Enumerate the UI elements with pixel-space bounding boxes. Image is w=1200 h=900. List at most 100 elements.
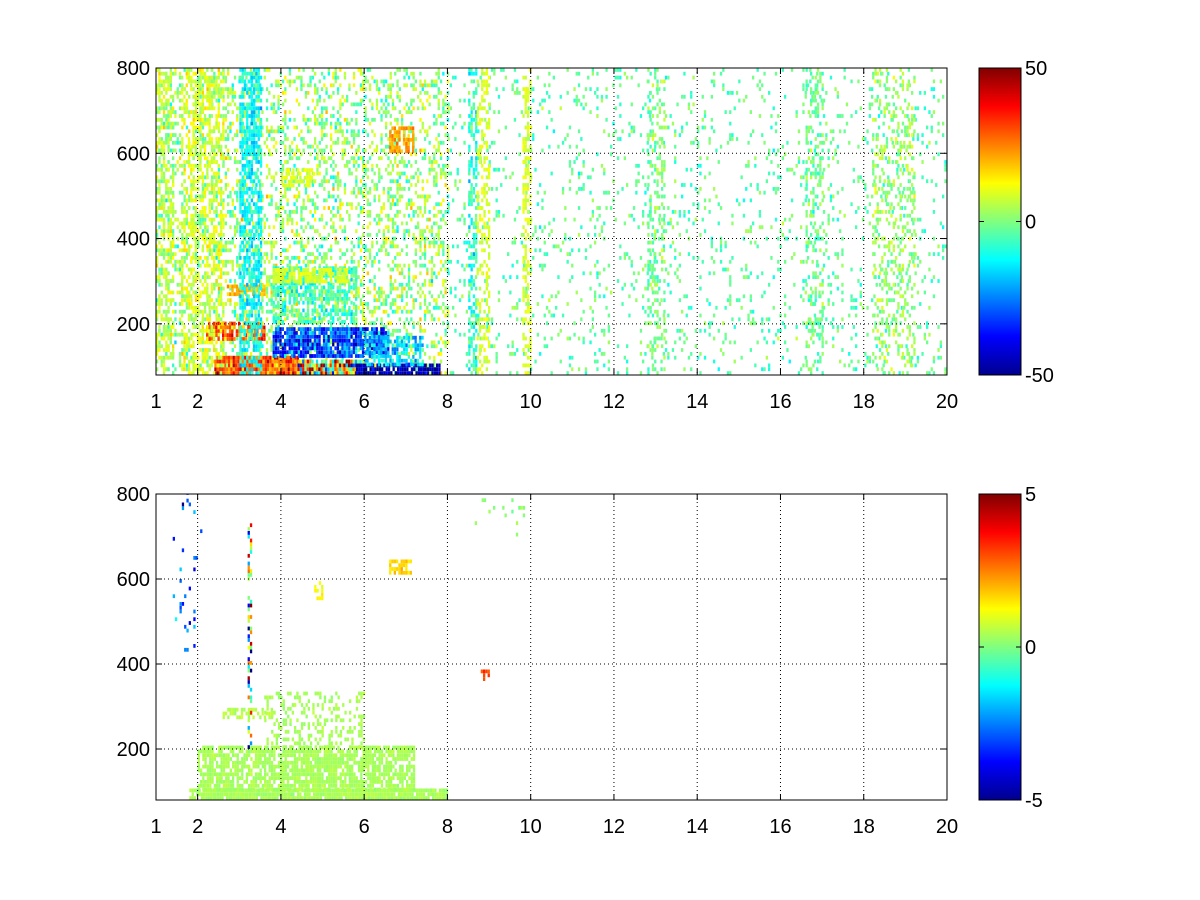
heatmap-cell — [229, 102, 232, 107]
heatmap-cell — [339, 321, 342, 326]
heatmap-cell — [306, 271, 310, 276]
heatmap-cell — [201, 217, 205, 222]
heatmap-cell — [387, 213, 390, 218]
heatmap-cell — [313, 279, 317, 284]
heatmap-cell — [423, 202, 427, 207]
heatmap-cell — [378, 91, 381, 95]
heatmap-cell — [396, 183, 399, 187]
heatmap-cell — [419, 129, 422, 134]
heatmap-cell — [293, 308, 296, 313]
heatmap-cell — [158, 225, 161, 230]
heatmap-cell — [419, 83, 422, 88]
heatmap-cell — [211, 144, 214, 149]
heatmap-cell — [444, 210, 447, 214]
heatmap-cell — [293, 194, 296, 199]
heatmap-cell — [401, 194, 404, 199]
heatmap-cell — [322, 279, 326, 284]
heatmap-cell — [396, 152, 399, 157]
heatmap-cell — [311, 331, 314, 335]
heatmap-cell — [359, 179, 363, 184]
heatmap-cell — [241, 371, 244, 375]
heatmap-cell — [421, 362, 424, 367]
heatmap-cell — [178, 332, 182, 337]
heatmap-cell — [240, 148, 243, 153]
heatmap-cell — [442, 248, 445, 253]
heatmap-cell — [364, 148, 367, 153]
heatmap-cell — [373, 282, 376, 287]
heatmap-cell — [174, 91, 177, 95]
heatmap-cell — [387, 156, 390, 161]
heatmap-cell — [224, 156, 227, 161]
heatmap-cell — [288, 327, 291, 331]
heatmap-cell — [318, 79, 321, 84]
heatmap-cell — [332, 106, 335, 111]
heatmap-cell — [327, 346, 330, 351]
heatmap-cell — [178, 248, 182, 253]
heatmap-cell — [355, 102, 358, 107]
heatmap-cell — [290, 327, 294, 331]
heatmap-cell — [260, 329, 264, 334]
heatmap-cell — [239, 75, 242, 80]
heatmap-cell — [241, 87, 244, 91]
heatmap-cell — [368, 342, 371, 347]
heatmap-cell — [311, 281, 314, 286]
heatmap-cell — [327, 233, 330, 237]
heatmap-cell — [341, 371, 344, 375]
heatmap-cell — [373, 187, 376, 191]
heatmap-cell — [156, 175, 159, 180]
heatmap-cell — [270, 328, 273, 333]
heatmap-cell — [364, 321, 367, 326]
heatmap-cell — [311, 334, 314, 339]
heatmap-cell — [442, 102, 445, 107]
heatmap-cell — [345, 293, 349, 297]
heatmap-cell — [294, 359, 297, 364]
heatmap-cell — [366, 302, 369, 306]
heatmap-cell — [313, 271, 317, 276]
heatmap-cell — [213, 282, 216, 287]
heatmap-cell — [224, 144, 227, 149]
heatmap-cell — [204, 117, 207, 122]
heatmap-cell — [373, 343, 376, 348]
heatmap-cell — [314, 190, 317, 195]
heatmap-cell — [243, 106, 247, 111]
heatmap-cell — [355, 117, 358, 122]
heatmap-cell — [368, 347, 371, 352]
heatmap-cell — [229, 213, 232, 218]
heatmap-cell — [327, 94, 330, 99]
heatmap-cell — [347, 359, 351, 364]
heatmap-cell — [309, 334, 312, 339]
heatmap-cell — [178, 309, 182, 314]
heatmap-cell — [382, 339, 385, 344]
heatmap-cell — [355, 317, 358, 322]
heatmap-cell — [442, 302, 445, 306]
heatmap-cell — [410, 152, 413, 157]
heatmap-cell — [225, 371, 228, 375]
heatmap-cell — [261, 206, 264, 210]
heatmap-cell — [401, 160, 404, 164]
heatmap-cell — [223, 371, 226, 375]
heatmap-cell — [270, 309, 273, 314]
heatmap-cell — [391, 362, 394, 367]
heatmap-cell — [279, 129, 282, 134]
heatmap-cell — [243, 183, 247, 187]
heatmap-cell — [185, 344, 189, 349]
heatmap-cell — [394, 156, 397, 161]
heatmap-cell — [433, 156, 436, 161]
heatmap-cell — [228, 371, 231, 375]
heatmap-cell — [421, 106, 424, 111]
heatmap-cell — [309, 279, 312, 284]
heatmap-cell — [288, 279, 291, 284]
heatmap-cell — [433, 114, 436, 118]
heatmap-cell — [325, 273, 328, 278]
heatmap-cell — [309, 297, 312, 301]
heatmap-cell — [382, 206, 385, 210]
heatmap-cell — [396, 187, 399, 191]
heatmap-cell — [343, 297, 346, 301]
heatmap-cell — [336, 179, 340, 184]
heatmap-cell — [419, 263, 422, 268]
heatmap-cell — [188, 94, 191, 99]
heatmap-cell — [380, 338, 383, 343]
heatmap-cell — [295, 321, 298, 326]
heatmap-cell — [307, 259, 310, 264]
heatmap-cell — [414, 160, 417, 164]
